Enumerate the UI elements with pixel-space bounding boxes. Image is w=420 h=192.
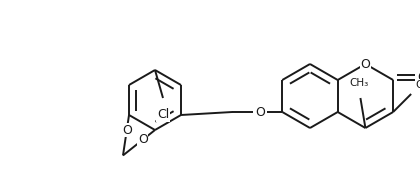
Text: O: O	[122, 124, 132, 137]
Text: O: O	[360, 57, 370, 70]
Text: Cl: Cl	[157, 108, 169, 121]
Text: O: O	[138, 133, 148, 146]
Text: O: O	[417, 71, 420, 84]
Text: CH₃: CH₃	[350, 78, 369, 88]
Text: O: O	[255, 105, 265, 118]
Text: CH₃: CH₃	[415, 80, 420, 90]
